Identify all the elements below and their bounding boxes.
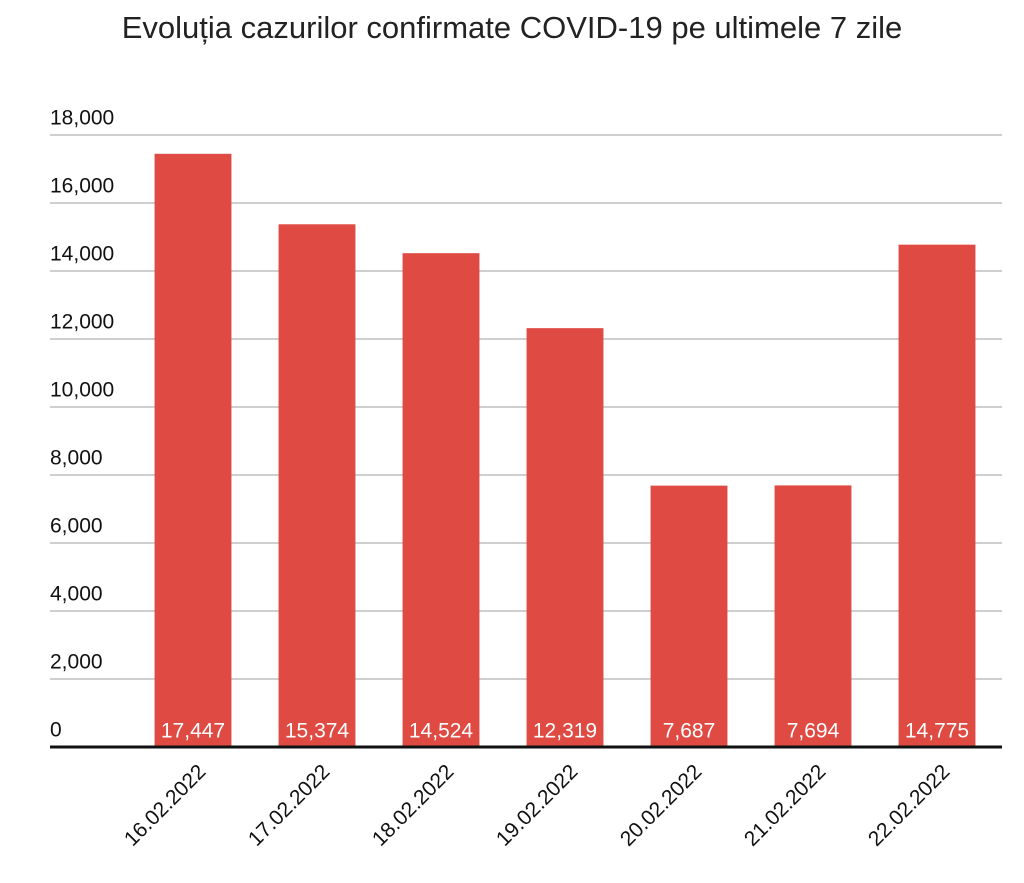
y-tick-label: 0 <box>50 719 62 742</box>
y-tick-label: 6,000 <box>50 515 103 538</box>
chart-title: Evoluția cazurilor confirmate COVID-19 p… <box>122 10 902 45</box>
bar <box>402 253 480 747</box>
value-label: 14,775 <box>905 720 969 743</box>
value-label: 7,687 <box>663 720 716 743</box>
y-tick-label: 10,000 <box>50 379 114 402</box>
y-tick-label: 8,000 <box>50 447 103 470</box>
bar <box>278 224 356 747</box>
value-label: 17,447 <box>161 720 225 743</box>
x-tick-label: 19.02.2022 <box>492 760 583 851</box>
bar <box>526 328 604 747</box>
y-tick-label: 16,000 <box>50 175 114 198</box>
bar <box>898 244 976 747</box>
value-label: 14,524 <box>409 720 474 743</box>
bar <box>154 153 232 747</box>
x-tick-label: 18.02.2022 <box>368 760 459 851</box>
y-tick-label: 2,000 <box>50 651 103 674</box>
bar <box>650 485 728 747</box>
x-tick-label: 16.02.2022 <box>120 760 211 851</box>
value-label: 15,374 <box>285 720 350 743</box>
y-tick-label: 14,000 <box>50 243 114 266</box>
y-tick-label: 4,000 <box>50 583 103 606</box>
bar <box>774 485 852 747</box>
value-label: 12,319 <box>533 720 597 743</box>
x-tick-label: 22.02.2022 <box>864 760 955 851</box>
value-label: 7,694 <box>787 720 840 743</box>
x-tick-label: 17.02.2022 <box>244 760 335 851</box>
x-tick-label: 21.02.2022 <box>740 760 831 851</box>
y-tick-label: 18,000 <box>50 107 114 130</box>
y-tick-label: 12,000 <box>50 311 114 334</box>
x-tick-label: 20.02.2022 <box>616 760 707 851</box>
